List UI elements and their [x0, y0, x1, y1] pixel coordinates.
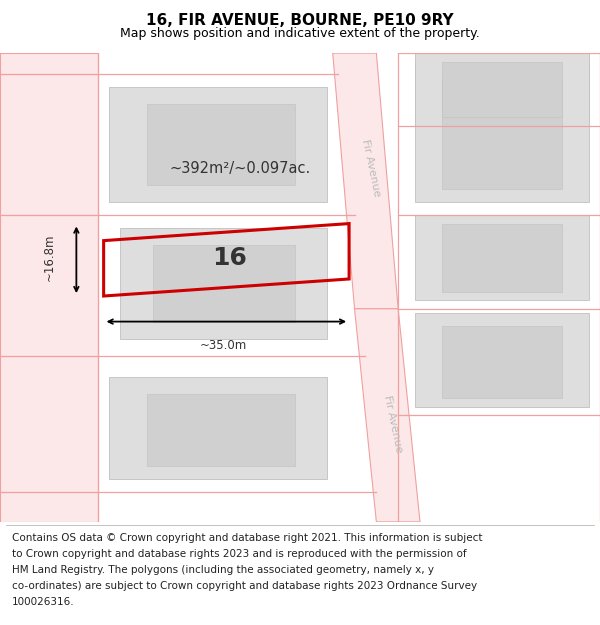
FancyBboxPatch shape — [147, 394, 295, 466]
Text: ~392m²/~0.097ac.: ~392m²/~0.097ac. — [169, 161, 310, 176]
FancyBboxPatch shape — [147, 104, 295, 185]
FancyBboxPatch shape — [109, 377, 327, 479]
Text: HM Land Registry. The polygons (including the associated geometry, namely x, y: HM Land Registry. The polygons (includin… — [12, 565, 434, 575]
Text: ~35.0m: ~35.0m — [200, 339, 247, 352]
Polygon shape — [333, 53, 398, 309]
FancyBboxPatch shape — [442, 326, 562, 398]
FancyBboxPatch shape — [415, 53, 589, 126]
FancyBboxPatch shape — [442, 62, 562, 117]
Text: 100026316.: 100026316. — [12, 597, 74, 607]
Text: co-ordinates) are subject to Crown copyright and database rights 2023 Ordnance S: co-ordinates) are subject to Crown copyr… — [12, 581, 477, 591]
Text: 16, FIR AVENUE, BOURNE, PE10 9RY: 16, FIR AVENUE, BOURNE, PE10 9RY — [146, 13, 454, 28]
Text: to Crown copyright and database rights 2023 and is reproduced with the permissio: to Crown copyright and database rights 2… — [12, 549, 467, 559]
FancyBboxPatch shape — [415, 215, 589, 300]
FancyBboxPatch shape — [442, 79, 562, 189]
FancyBboxPatch shape — [442, 224, 562, 292]
FancyBboxPatch shape — [109, 88, 327, 202]
Polygon shape — [355, 309, 420, 522]
FancyBboxPatch shape — [120, 228, 327, 339]
FancyBboxPatch shape — [415, 62, 589, 202]
Text: Contains OS data © Crown copyright and database right 2021. This information is : Contains OS data © Crown copyright and d… — [12, 533, 482, 543]
Text: 16: 16 — [212, 246, 247, 269]
FancyBboxPatch shape — [415, 313, 589, 407]
Text: Map shows position and indicative extent of the property.: Map shows position and indicative extent… — [120, 27, 480, 40]
Text: Fir Avenue: Fir Avenue — [360, 139, 382, 198]
Text: ~16.8m: ~16.8m — [43, 234, 56, 281]
Polygon shape — [0, 53, 98, 522]
FancyBboxPatch shape — [153, 245, 295, 322]
Text: Fir Avenue: Fir Avenue — [382, 394, 404, 454]
